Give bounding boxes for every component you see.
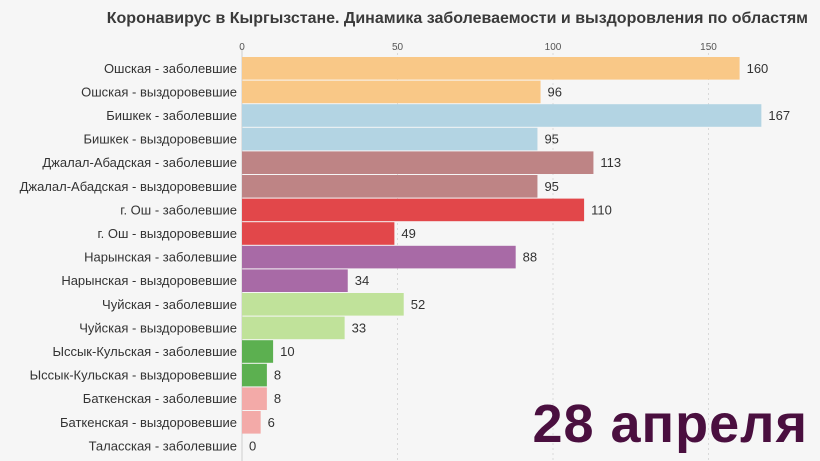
bar <box>242 316 345 340</box>
category-label: Джалал-Абадская - заболевшие <box>42 155 237 170</box>
bar <box>242 269 348 292</box>
bar <box>242 80 541 104</box>
bar <box>242 387 267 410</box>
x-axis-ticks: 0 50 100 150 <box>239 42 717 53</box>
category-labels: Ошская - заболевшие Ошская - выздоровевши… <box>20 61 237 454</box>
category-label: Таласская - заболевшие <box>89 438 237 453</box>
category-label: Нарынская - заболевшие <box>84 250 237 265</box>
category-label: Чуйская - заболевшие <box>102 297 237 312</box>
bar <box>242 293 404 316</box>
category-label: Ыссык-Кульская - заболевшие <box>52 344 237 359</box>
x-tick-label: 0 <box>239 42 245 53</box>
bar <box>242 104 762 127</box>
value-label: 49 <box>401 226 415 241</box>
category-label: Ошская - выздоровевшие <box>81 84 237 99</box>
value-label: 96 <box>548 84 562 99</box>
category-label: Нарынская - выздоровевшие <box>61 273 237 288</box>
category-label: Баткенская - выздоровевшие <box>60 415 237 430</box>
bar <box>242 198 585 222</box>
value-label: 95 <box>544 179 558 194</box>
value-label: 33 <box>352 320 366 335</box>
category-label: Бишкек - заболевшие <box>106 108 237 123</box>
value-label: 110 <box>591 202 612 217</box>
value-label: 52 <box>411 297 425 312</box>
bar <box>242 57 740 80</box>
category-label: Ыссык-Кульская - выздоровевшие <box>30 368 237 383</box>
bar <box>242 245 516 269</box>
value-label: 34 <box>355 273 369 288</box>
value-label: 0 <box>249 438 256 453</box>
x-tick-label: 150 <box>700 42 717 53</box>
value-label: 95 <box>544 132 558 147</box>
category-label: Джалал-Абадская - выздоровевшие <box>20 179 237 194</box>
value-label: 8 <box>274 368 281 383</box>
bar <box>242 151 594 174</box>
date-label: 28 апреля <box>532 394 808 454</box>
value-label: 160 <box>747 61 769 76</box>
value-label: 8 <box>274 391 281 406</box>
category-label: Баткенская - заболевшие <box>83 391 237 406</box>
bar <box>242 363 267 387</box>
bar <box>242 175 538 198</box>
category-label: Ошская - заболевшие <box>104 61 237 76</box>
bar <box>242 340 274 363</box>
category-label: г. Ош - заболевшие <box>120 202 237 217</box>
category-label: Чуйская - выздоровевшие <box>79 320 237 335</box>
value-label: 6 <box>268 415 275 430</box>
value-label: 113 <box>600 155 621 170</box>
x-tick-label: 50 <box>392 42 404 53</box>
chart-title: Коронавирус в Кыргызстане. Динамика забо… <box>106 10 808 27</box>
value-label: 167 <box>768 108 790 123</box>
value-label: 10 <box>280 344 294 359</box>
category-label: Бишкек - выздоровевшие <box>83 132 237 147</box>
bar <box>242 411 261 434</box>
bars-layer <box>242 57 762 434</box>
x-tick-label: 100 <box>545 42 562 53</box>
bar <box>242 222 395 245</box>
category-label: г. Ош - выздоровевшие <box>98 226 238 241</box>
bar <box>242 127 538 151</box>
value-label: 88 <box>523 250 537 265</box>
